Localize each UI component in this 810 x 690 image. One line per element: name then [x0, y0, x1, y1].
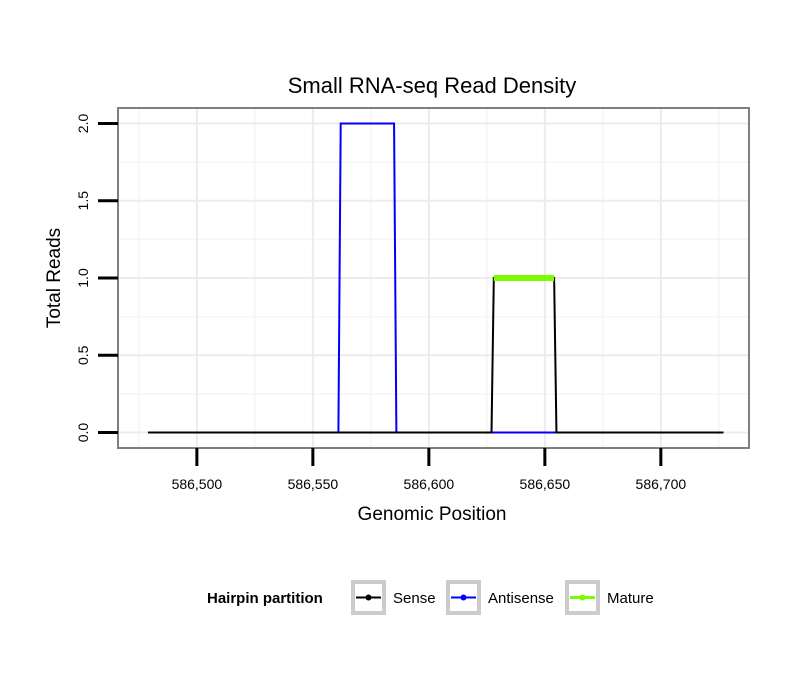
legend-entry-antisense: Antisense: [446, 580, 554, 615]
y-axis-title: Total Reads: [44, 228, 65, 328]
y-tick-label-4: 2.0: [75, 114, 91, 134]
x-axis-title: Genomic Position: [358, 504, 507, 525]
x-tick-label-4: 586,700: [636, 476, 687, 492]
series-layer: [148, 122, 724, 434]
y-tick-label-3: 1.5: [75, 191, 91, 211]
y-axis: 0.0 0.5 1.0 1.5 2.0: [75, 114, 118, 443]
legend-point-sense: [365, 594, 372, 601]
legend-label-mature: Mature: [607, 590, 654, 607]
legend-entry-mature: Mature: [565, 580, 654, 615]
legend-label-antisense: Antisense: [488, 590, 554, 607]
y-tick-label-0: 0.0: [75, 423, 91, 443]
legend-point-antisense: [460, 594, 467, 601]
legend: Hairpin partition Sense Antisense Mature: [207, 580, 654, 615]
legend-point-mature: [579, 594, 586, 601]
legend-title: Hairpin partition: [207, 590, 323, 607]
chart-title: Small RNA-seq Read Density: [288, 73, 577, 98]
y-tick-label-2: 1.0: [75, 268, 91, 288]
legend-label-sense: Sense: [393, 590, 436, 607]
x-tick-label-1: 586,550: [288, 476, 339, 492]
x-axis: 586,500 586,550 586,600 586,650 586,700: [172, 448, 687, 492]
legend-entry-sense: Sense: [351, 580, 436, 615]
y-tick-label-1: 0.5: [75, 345, 91, 365]
x-tick-label-0: 586,500: [172, 476, 223, 492]
x-tick-label-2: 586,600: [404, 476, 455, 492]
x-tick-label-3: 586,650: [520, 476, 571, 492]
